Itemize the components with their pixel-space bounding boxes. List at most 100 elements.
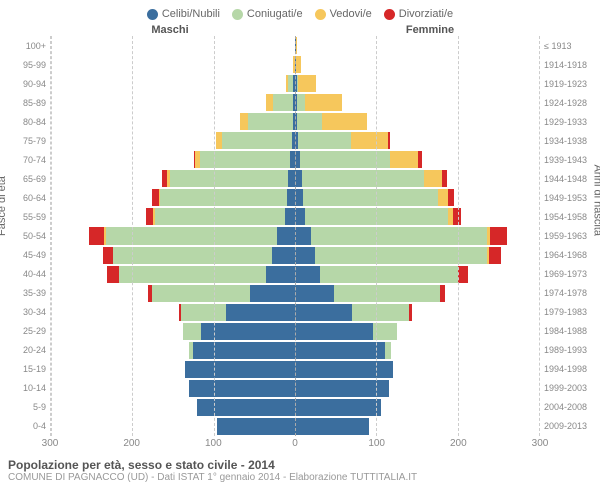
bar-segment — [103, 247, 113, 264]
bar-segment — [272, 247, 295, 264]
bar-row — [50, 417, 295, 436]
birth-label: 1964-1968 — [544, 246, 600, 265]
bar-segment — [89, 227, 104, 244]
bar-segment — [222, 132, 291, 149]
bar-row — [50, 93, 295, 112]
bar-row — [295, 188, 540, 207]
bar-segment — [490, 227, 506, 244]
bar-segment — [385, 342, 392, 359]
bar-row — [295, 131, 540, 150]
legend-label: Coniugati/e — [247, 8, 303, 20]
bar-segment — [311, 227, 487, 244]
birth-label: 1999-2003 — [544, 379, 600, 398]
bar-segment — [295, 342, 385, 359]
x-tick: 0 — [292, 438, 298, 449]
bar-segment — [295, 323, 373, 340]
bar-row — [295, 398, 540, 417]
bar-segment — [295, 304, 352, 321]
bar-row — [295, 360, 540, 379]
bar-row — [50, 379, 295, 398]
bar-row — [50, 74, 295, 93]
bar-segment — [458, 266, 468, 283]
age-label: 15-19 — [0, 360, 46, 379]
bar-row — [50, 265, 295, 284]
legend-swatch — [315, 9, 326, 20]
bar-segment — [373, 323, 398, 340]
bar-segment — [295, 361, 393, 378]
legend-item: Coniugati/e — [232, 8, 303, 20]
male-header: Maschi — [0, 24, 300, 36]
age-label: 80-84 — [0, 112, 46, 131]
bar-segment — [303, 189, 438, 206]
bar-row — [50, 55, 295, 74]
bar-row — [295, 55, 540, 74]
bar-segment — [119, 266, 266, 283]
bar-segment — [183, 323, 201, 340]
bar-segment — [248, 113, 293, 130]
bar-segment — [296, 56, 301, 73]
bar-row — [50, 169, 295, 188]
age-label: 100+ — [0, 36, 46, 55]
bar-segment — [424, 170, 442, 187]
pyramid-chart: Fasce di età Anni di nascita 100+95-9990… — [0, 36, 600, 436]
center-axis — [295, 36, 296, 436]
bar-segment — [181, 304, 226, 321]
bar-segment — [418, 151, 421, 168]
birth-label: 1984-1988 — [544, 322, 600, 341]
y-axis-label-left: Fasce di età — [0, 176, 8, 236]
y-axis-label-right: Anni di nascita — [592, 164, 600, 236]
bar-row — [295, 207, 540, 226]
age-label: 10-14 — [0, 379, 46, 398]
bar-row — [50, 341, 295, 360]
bar-segment — [295, 208, 305, 225]
bar-segment — [352, 304, 409, 321]
bar-row — [295, 246, 540, 265]
bar-row — [50, 284, 295, 303]
bar-segment — [152, 285, 250, 302]
bar-segment — [295, 247, 315, 264]
bar-row — [295, 36, 540, 55]
birth-label: 1989-1993 — [544, 341, 600, 360]
bar-segment — [298, 132, 351, 149]
x-axis: 3002001000100200300 — [0, 438, 600, 452]
chart-title: Popolazione per età, sesso e stato civil… — [8, 458, 592, 472]
bar-row — [50, 131, 295, 150]
bar-segment — [295, 380, 389, 397]
bar-segment — [390, 151, 419, 168]
legend-label: Vedovi/e — [330, 8, 372, 20]
bar-row — [295, 265, 540, 284]
bar-segment — [334, 285, 440, 302]
female-bars — [295, 36, 540, 436]
x-tick: 200 — [123, 438, 140, 449]
male-bars — [50, 36, 295, 436]
bar-segment — [106, 227, 278, 244]
birth-label: 2004-2008 — [544, 398, 600, 417]
bar-segment — [295, 285, 334, 302]
age-label: 20-24 — [0, 341, 46, 360]
bar-segment — [170, 170, 288, 187]
birth-label: 1924-1928 — [544, 93, 600, 112]
bar-segment — [107, 266, 119, 283]
legend: Celibi/NubiliConiugati/eVedovi/eDivorzia… — [0, 0, 600, 24]
chart-subtitle: COMUNE DI PAGNACCO (UD) - Dati ISTAT 1° … — [8, 472, 592, 483]
bar-row — [50, 207, 295, 226]
age-label: 40-44 — [0, 265, 46, 284]
age-label: 5-9 — [0, 398, 46, 417]
x-tick: 300 — [532, 438, 549, 449]
bar-segment — [295, 399, 381, 416]
bar-segment — [185, 361, 295, 378]
bar-segment — [193, 342, 295, 359]
bar-row — [295, 379, 540, 398]
age-axis: 100+95-9990-9485-8980-8475-7970-7465-696… — [0, 36, 50, 436]
bar-segment — [155, 208, 286, 225]
footer: Popolazione per età, sesso e stato civil… — [0, 452, 600, 483]
bar-row — [50, 112, 295, 131]
bar-segment — [277, 227, 295, 244]
bar-segment — [295, 227, 311, 244]
plot-area — [50, 36, 540, 436]
birth-label: ≤ 1913 — [544, 36, 600, 55]
legend-label: Celibi/Nubili — [162, 8, 220, 20]
bar-segment — [489, 247, 501, 264]
bar-row — [50, 322, 295, 341]
birth-label: 1919-1923 — [544, 74, 600, 93]
